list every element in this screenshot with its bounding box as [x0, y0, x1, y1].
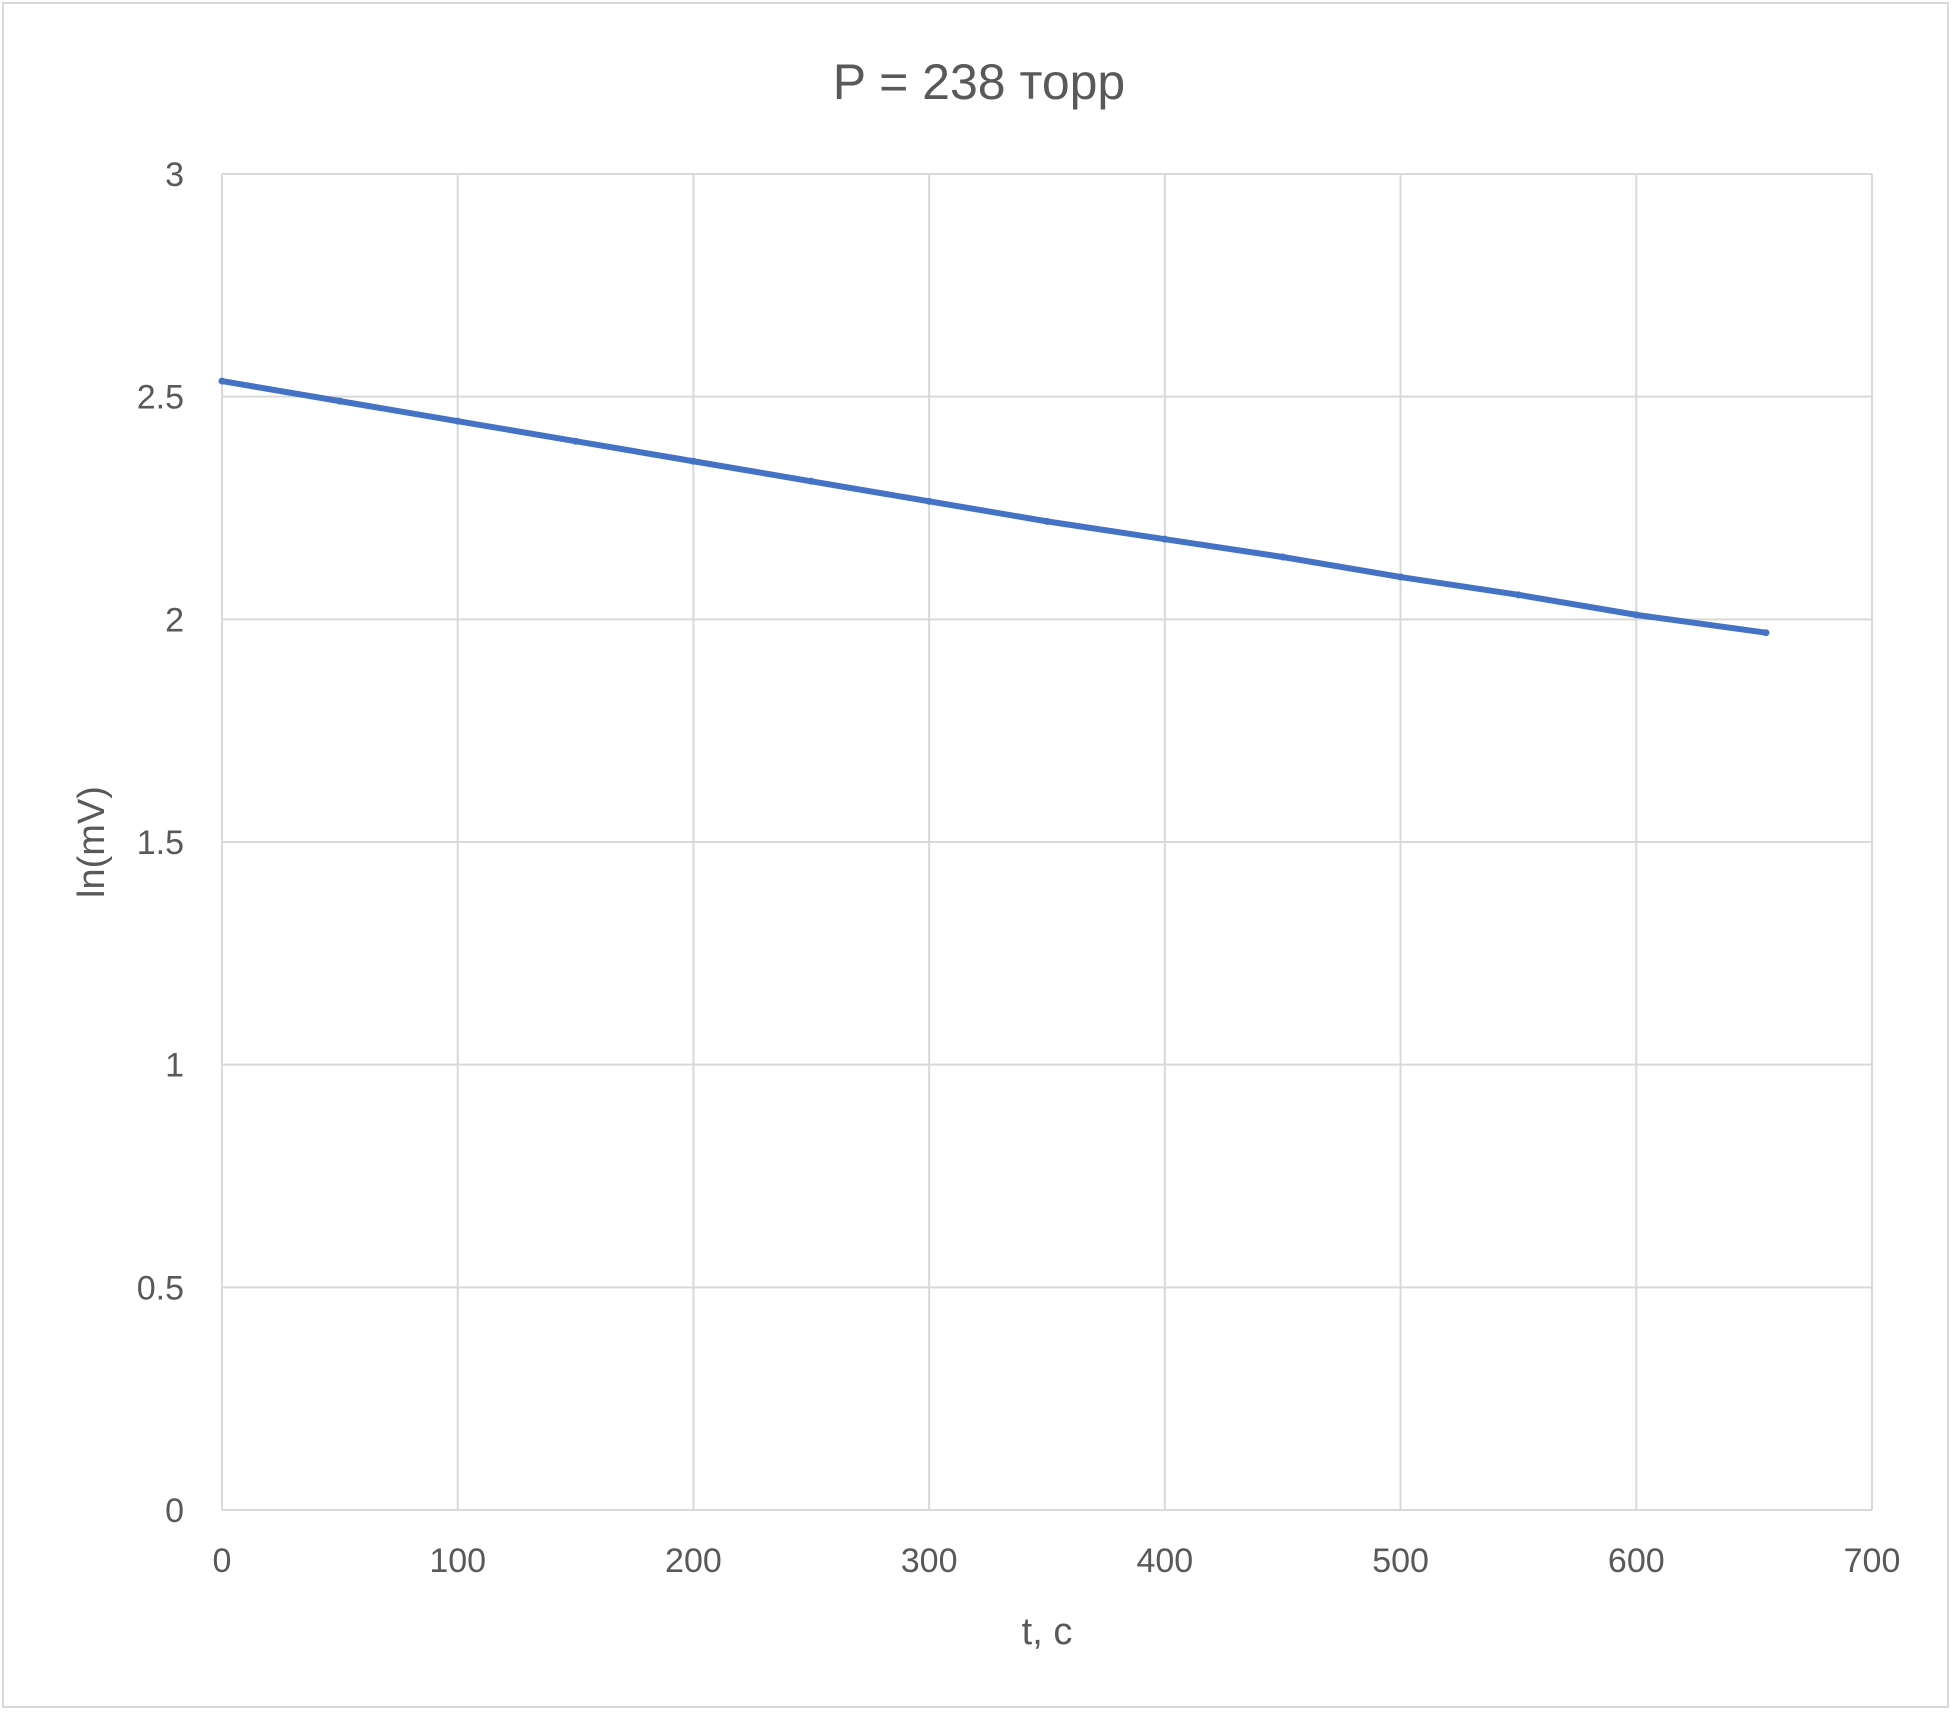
y-tick-label: 2.5 [137, 379, 184, 417]
data-point [1397, 573, 1405, 581]
grid-layer [221, 173, 1873, 1511]
x-tick-label: 0 [213, 1542, 232, 1580]
data-point [807, 477, 815, 485]
chart-svg: P = 238 торр 0 100 200 300 400 500 600 700 0 0.5 1… [71, 54, 1901, 1653]
data-point [1632, 611, 1640, 619]
data-point [1043, 517, 1051, 525]
data-point [689, 457, 697, 465]
series-layer [218, 377, 1770, 637]
y-axis-title: ln(mV) [71, 786, 113, 898]
data-point [1762, 629, 1770, 637]
data-point [454, 417, 462, 425]
series-line [219, 378, 1769, 636]
x-tick-label: 100 [429, 1542, 486, 1580]
data-point [218, 377, 226, 385]
data-point [925, 497, 933, 505]
y-tick-label: 3 [165, 156, 184, 194]
y-tick-label: 1 [165, 1047, 184, 1085]
x-tick-label: 600 [1608, 1542, 1665, 1580]
x-tick-label: 700 [1844, 1542, 1901, 1580]
y-tick-label: 0.5 [137, 1269, 184, 1307]
x-tick-label: 300 [901, 1542, 958, 1580]
data-point [336, 397, 344, 405]
data-point [1514, 591, 1522, 599]
y-tick-label: 0 [165, 1492, 184, 1530]
data-point [1161, 535, 1169, 543]
chart-title: P = 238 торр [833, 54, 1126, 110]
data-point [1279, 553, 1287, 561]
x-tick-label: 200 [665, 1542, 722, 1580]
x-axis-title: t, c [1022, 1611, 1073, 1653]
tick-layer: 0 100 200 300 400 500 600 700 0 0.5 1 1.5 2 2.5 3 [137, 156, 1901, 1580]
x-tick-label: 400 [1136, 1542, 1193, 1580]
y-tick-label: 1.5 [137, 824, 184, 862]
x-tick-label: 500 [1372, 1542, 1429, 1580]
y-tick-label: 2 [165, 601, 184, 639]
data-point [572, 437, 580, 445]
